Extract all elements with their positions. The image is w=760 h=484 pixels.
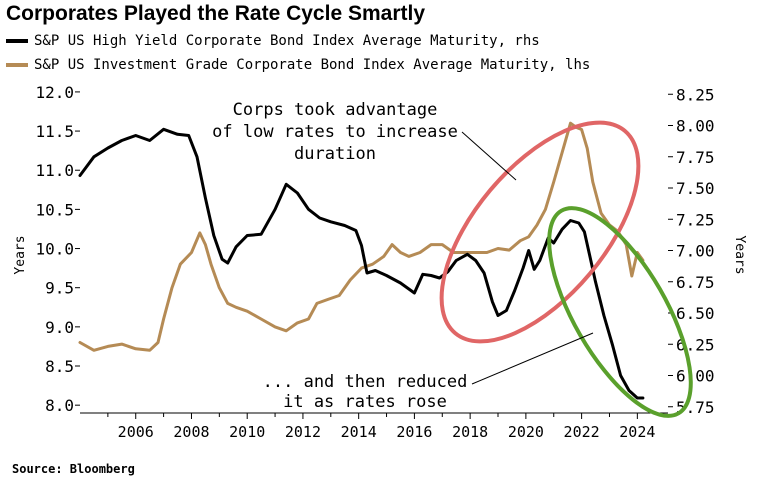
right-y-axis: 5.756.006.256.506.757.007.257.507.758.00… bbox=[668, 85, 715, 417]
annotation-top-line-2: of low rates to increase bbox=[212, 122, 458, 142]
right-axis-label: Years bbox=[732, 235, 747, 274]
annotation-arrow-top bbox=[461, 131, 517, 181]
left-tick-label: 12.0 bbox=[35, 83, 74, 102]
left-tick-label: 9.5 bbox=[45, 279, 74, 298]
series-group bbox=[78, 121, 645, 400]
source-note: Source: Bloomberg bbox=[12, 462, 135, 476]
x-tick-label: 2008 bbox=[173, 423, 209, 441]
legend-swatch-hy bbox=[6, 39, 28, 43]
x-tick-label: 2020 bbox=[508, 423, 544, 441]
right-tick-label: 7.50 bbox=[676, 179, 715, 198]
series-line-hy bbox=[78, 127, 645, 400]
highlight-ellipse-red bbox=[439, 120, 641, 344]
highlight-ellipse-green bbox=[547, 206, 693, 418]
left-tick-label: 11.5 bbox=[35, 122, 74, 141]
right-tick-label: 7.75 bbox=[676, 148, 715, 167]
legend-label-ig: S&P US Investment Grade Corporate Bond I… bbox=[34, 57, 591, 73]
right-tick-label: 6.50 bbox=[676, 304, 715, 323]
left-tick-label: 11.0 bbox=[35, 161, 74, 180]
x-axis: 2006 2008 2010 2012 2014 2016 2018 2020 2022 2024 bbox=[107, 413, 655, 441]
right-tick-label: 8.00 bbox=[676, 117, 715, 136]
left-tick-label: 10.5 bbox=[35, 200, 74, 219]
annotation-top-line-1: Corps took advantage bbox=[233, 100, 438, 120]
x-tick-label: 2016 bbox=[396, 423, 432, 441]
right-tick-label: 8.25 bbox=[676, 85, 715, 104]
annotation-arrow-bottom bbox=[471, 332, 594, 385]
x-tick-label: 2024 bbox=[619, 423, 655, 441]
x-tick-label: 2022 bbox=[564, 423, 600, 441]
annotation-bottom-line-2: it as rates rose bbox=[283, 392, 447, 412]
annotation-top-line-3: duration bbox=[294, 144, 376, 164]
right-tick-label: 7.00 bbox=[676, 242, 715, 261]
legend-item-ig: S&P US Investment Grade Corporate Bond I… bbox=[6, 57, 590, 73]
left-tick-label: 8.5 bbox=[45, 357, 74, 376]
right-tick-label: 6.00 bbox=[676, 367, 715, 386]
legend-label-hy: S&P US High Yield Corporate Bond Index A… bbox=[34, 33, 540, 49]
left-y-axis: 8.0 8.5 9.0 9.5 10.0 10.5 11.0 11.5 12.0 bbox=[35, 83, 80, 415]
left-axis-label: Years bbox=[13, 235, 28, 274]
chart-title: Corporates Played the Rate Cycle Smartly bbox=[6, 2, 425, 25]
legend-swatch-ig bbox=[6, 63, 28, 67]
x-tick-label: 2012 bbox=[285, 423, 321, 441]
x-tick-label: 2006 bbox=[118, 423, 154, 441]
x-tick-label: 2014 bbox=[341, 423, 377, 441]
right-tick-label: 7.25 bbox=[676, 210, 715, 229]
right-tick-label: 5.75 bbox=[676, 398, 715, 417]
left-tick-label: 9.0 bbox=[45, 318, 74, 337]
left-tick-label: 10.0 bbox=[35, 240, 74, 259]
annotation-bottom-line-1: ... and then reduced bbox=[263, 372, 468, 392]
x-tick-label: 2010 bbox=[229, 423, 265, 441]
left-tick-label: 8.0 bbox=[45, 396, 74, 415]
right-tick-label: 6.75 bbox=[676, 273, 715, 292]
x-tick-label: 2018 bbox=[452, 423, 488, 441]
legend-item-hy: S&P US High Yield Corporate Bond Index A… bbox=[6, 33, 540, 49]
